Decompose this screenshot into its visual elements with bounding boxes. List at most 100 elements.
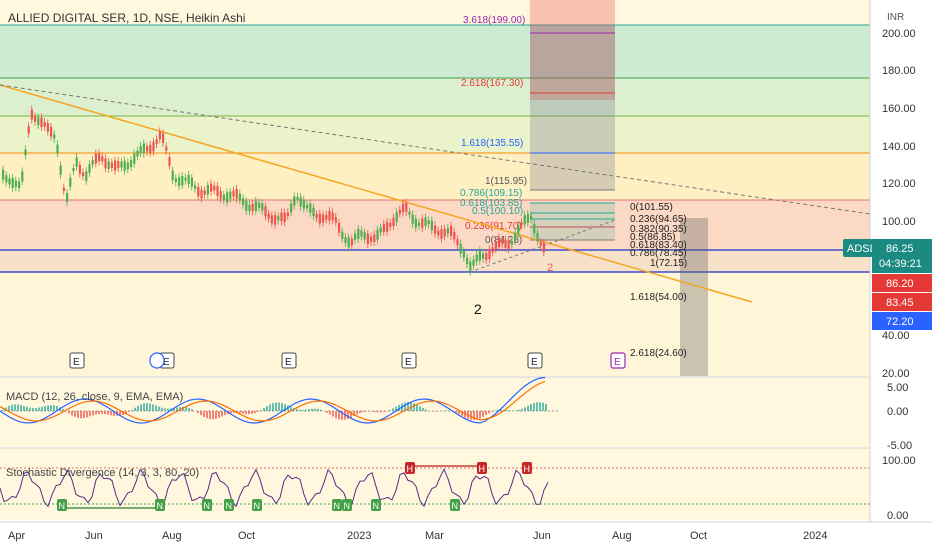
macd-bar [146, 403, 148, 411]
candle-body [325, 215, 327, 220]
candle-body [130, 160, 132, 167]
macd-bar [269, 404, 271, 411]
candle-body [168, 157, 170, 166]
macd-bar [302, 410, 304, 411]
background-zone [0, 116, 870, 153]
macd-bar [14, 404, 16, 411]
macd-bar [230, 411, 232, 413]
candle-body [434, 225, 436, 233]
stoch-low-marker-label: N [344, 501, 351, 511]
macd-bar [272, 403, 274, 411]
macd-bar [191, 409, 193, 411]
time-label: Jun [533, 530, 551, 542]
candle-body [56, 145, 58, 154]
macd-bar [470, 411, 472, 420]
macd-bar [458, 411, 460, 414]
macd-bar [137, 406, 139, 411]
candle-body [431, 221, 433, 231]
candle-body [236, 189, 238, 199]
candle-body [127, 163, 129, 170]
candle-body [114, 161, 116, 171]
candle-body [53, 135, 55, 139]
macd-tick: 0.00 [887, 406, 908, 418]
candle-body [44, 122, 46, 127]
candle-body [229, 192, 231, 199]
macd-bar [515, 410, 517, 411]
candle-body [328, 211, 330, 221]
stoch-low-marker-label: N [373, 501, 380, 511]
macd-bar [209, 411, 211, 419]
candle-body [245, 201, 247, 211]
fib-upper-label: 0(84.25) [485, 235, 522, 246]
candle-body [338, 223, 340, 233]
price-badge-red-label: 83.45 [886, 297, 914, 309]
candle-body [184, 178, 186, 181]
macd-bar [245, 411, 247, 414]
fib-lower-label: 1.618(54.00) [630, 292, 687, 303]
candle-body [514, 233, 516, 242]
candle-body [8, 178, 10, 184]
candle-body [380, 228, 382, 233]
time-label: Apr [8, 530, 25, 542]
macd-bar [23, 406, 25, 411]
candle-body [156, 139, 158, 144]
macd-bar [305, 410, 307, 411]
candle-body [72, 168, 74, 171]
time-label: 2023 [347, 530, 371, 542]
candle-body [367, 234, 369, 244]
macd-bar [326, 411, 328, 413]
candle-body [21, 171, 23, 181]
macd-bar [71, 411, 73, 415]
candle-body [255, 201, 257, 211]
fib-lower-label: 0(101.55) [630, 202, 673, 213]
macd-tick: 5.00 [887, 382, 908, 394]
macd-bar [29, 408, 31, 411]
macd-bar [257, 411, 259, 412]
candle-body [175, 179, 177, 183]
candle-body [482, 253, 484, 259]
candle-body [120, 162, 122, 168]
candle-body [424, 217, 426, 226]
price-badge-red-label: 86.20 [886, 278, 914, 290]
background-zone [0, 153, 870, 200]
macd-bar [203, 411, 205, 417]
macd-bar [527, 406, 529, 411]
earnings-marker-label: E [614, 357, 621, 368]
macd-bar [308, 409, 310, 411]
price-tick: 180.00 [882, 65, 916, 77]
candle-body [421, 219, 423, 228]
stoch-high-marker-label: H [524, 464, 531, 474]
candle-body [191, 178, 193, 187]
macd-bar [377, 411, 379, 412]
time-axis-bg [0, 522, 932, 550]
macd-bar [134, 408, 136, 411]
candle-body [210, 184, 212, 192]
time-label: 2024 [803, 530, 827, 542]
time-label: Aug [162, 530, 182, 542]
candle-body [124, 161, 126, 171]
macd-bar [419, 406, 421, 411]
candle-body [540, 242, 542, 246]
wave-label: 2 [474, 301, 482, 317]
macd-bar [242, 411, 244, 414]
price-tick: 200.00 [882, 28, 916, 40]
candle-body [15, 181, 17, 187]
macd-bar [392, 408, 394, 411]
candle-body [66, 193, 68, 202]
earnings-marker-label: E [405, 357, 412, 368]
macd-bar [188, 408, 190, 411]
candle-body [92, 160, 94, 164]
earnings-marker-upcoming[interactable] [150, 353, 164, 368]
background-zone [0, 25, 870, 78]
candle-body [351, 239, 353, 246]
macd-pane-bg [0, 377, 870, 447]
candle-body [232, 190, 234, 196]
stoch-low-marker-label: N [226, 501, 233, 511]
macd-bar [212, 411, 214, 419]
candle-body [47, 123, 49, 131]
macd-bar [488, 411, 490, 413]
candle-body [405, 203, 407, 212]
candle-body [386, 222, 388, 232]
